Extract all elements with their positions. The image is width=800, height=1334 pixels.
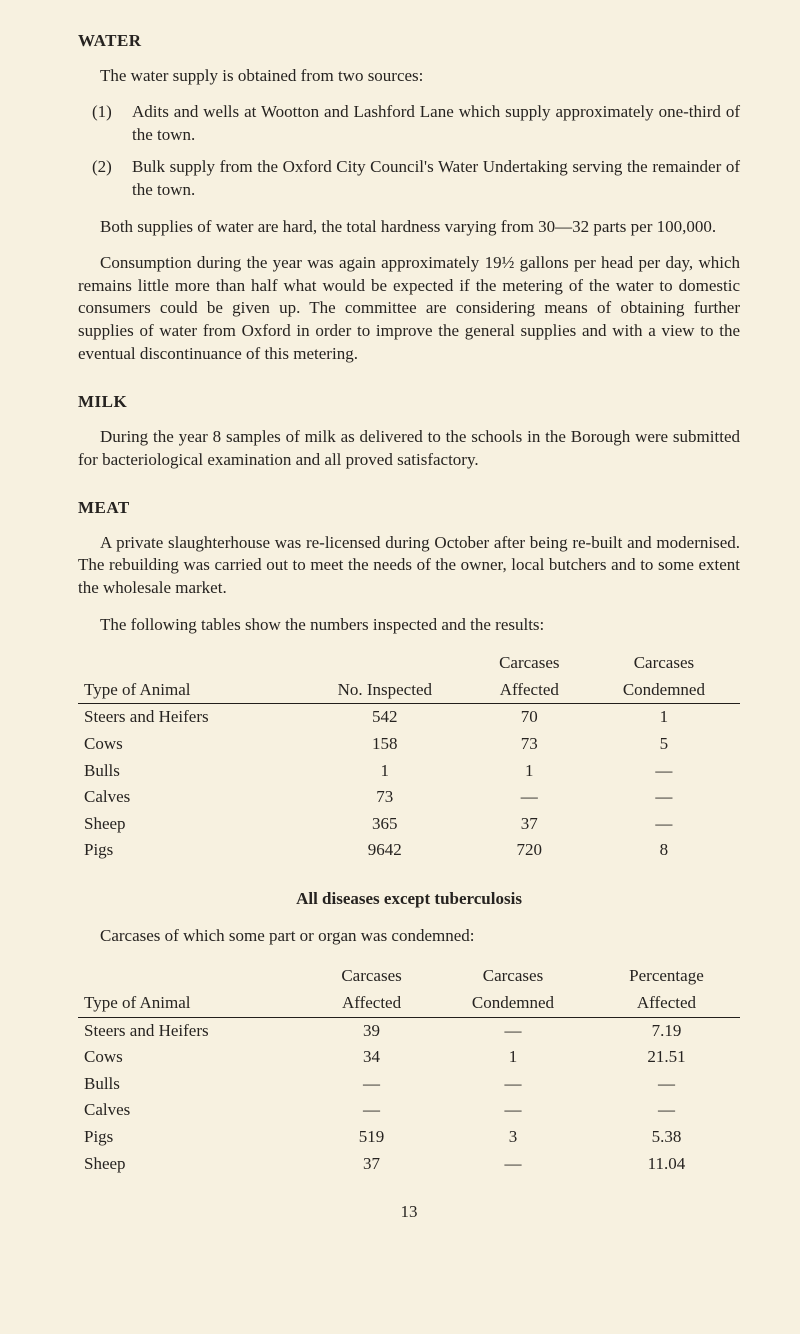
cell-condemned: — <box>433 1071 593 1098</box>
cell-type: Steers and Heifers <box>78 1017 310 1044</box>
col-header-condemned: Carcases <box>588 650 740 677</box>
cell-type: Cows <box>78 1044 310 1071</box>
cell-inspected: 73 <box>299 784 471 811</box>
meat-para1: A private slaughterhouse was re-licensed… <box>78 532 740 600</box>
cell-affected: 1 <box>471 758 588 785</box>
cell-percent: 5.38 <box>593 1124 740 1151</box>
cell-type: Calves <box>78 1097 310 1124</box>
col-header-affected: Affected <box>310 990 433 1017</box>
cell-affected: 34 <box>310 1044 433 1071</box>
cell-type: Pigs <box>78 837 299 864</box>
cell-condemned: — <box>433 1151 593 1178</box>
list-item: (2) Bulk supply from the Oxford City Cou… <box>78 156 740 201</box>
col-header-type <box>78 963 310 990</box>
water-para-hardness: Both supplies of water are hard, the tot… <box>78 216 740 239</box>
cell-type: Steers and Heifers <box>78 704 299 731</box>
cell-condemned: 5 <box>588 731 740 758</box>
table-row: Bulls 1 1 — <box>78 758 740 785</box>
list-item-text: Adits and wells at Wootton and Lashford … <box>132 101 740 146</box>
col-header-affected: Affected <box>471 677 588 704</box>
page-number: 13 <box>78 1201 740 1224</box>
col-header-affected: Carcases <box>310 963 433 990</box>
section-title-meat: MEAT <box>78 497 740 520</box>
cell-condemned: — <box>588 758 740 785</box>
col-header-condemned: Carcases <box>433 963 593 990</box>
table-row: Cows 34 1 21.51 <box>78 1044 740 1071</box>
cell-affected: 70 <box>471 704 588 731</box>
cell-inspected: 158 <box>299 731 471 758</box>
col-header-type: Type of Animal <box>78 677 299 704</box>
water-intro: The water supply is obtained from two so… <box>78 65 740 88</box>
col-header-percent: Percentage <box>593 963 740 990</box>
col-header-condemned: Condemned <box>588 677 740 704</box>
cell-percent: — <box>593 1071 740 1098</box>
cell-condemned: — <box>588 784 740 811</box>
cell-type: Bulls <box>78 758 299 785</box>
col-header-inspected <box>299 650 471 677</box>
table-row: Sheep 365 37 — <box>78 811 740 838</box>
cell-inspected: 9642 <box>299 837 471 864</box>
cell-affected: 519 <box>310 1124 433 1151</box>
cell-condemned: — <box>433 1097 593 1124</box>
cell-condemned: 8 <box>588 837 740 864</box>
cell-condemned: 1 <box>588 704 740 731</box>
section-title-water: WATER <box>78 30 740 53</box>
section-title-milk: MILK <box>78 391 740 414</box>
table-row: Sheep 37 — 11.04 <box>78 1151 740 1178</box>
table-row: Bulls — — — <box>78 1071 740 1098</box>
cell-affected: — <box>310 1097 433 1124</box>
milk-para: During the year 8 samples of milk as del… <box>78 426 740 471</box>
cell-inspected: 542 <box>299 704 471 731</box>
cell-percent: 11.04 <box>593 1151 740 1178</box>
col-header-type <box>78 650 299 677</box>
table-row: Pigs 9642 720 8 <box>78 837 740 864</box>
table-row: Pigs 519 3 5.38 <box>78 1124 740 1151</box>
cell-affected: — <box>471 784 588 811</box>
cell-condemned: — <box>433 1017 593 1044</box>
cell-affected: 37 <box>310 1151 433 1178</box>
list-item: (1) Adits and wells at Wootton and Lashf… <box>78 101 740 146</box>
cell-condemned: 1 <box>433 1044 593 1071</box>
cell-inspected: 1 <box>299 758 471 785</box>
cell-type: Sheep <box>78 811 299 838</box>
table-row: Steers and Heifers 542 70 1 <box>78 704 740 731</box>
cell-percent: 21.51 <box>593 1044 740 1071</box>
col-header-condemned: Condemned <box>433 990 593 1017</box>
col-header-inspected: No. Inspected <box>299 677 471 704</box>
condemned-intro: Carcases of which some part or organ was… <box>78 925 740 948</box>
col-header-percent: Affected <box>593 990 740 1017</box>
cell-type: Sheep <box>78 1151 310 1178</box>
water-para-consumption: Consumption during the year was again ap… <box>78 252 740 365</box>
table-row: Steers and Heifers 39 — 7.19 <box>78 1017 740 1044</box>
cell-inspected: 365 <box>299 811 471 838</box>
cell-affected: 73 <box>471 731 588 758</box>
cell-type: Bulls <box>78 1071 310 1098</box>
cell-affected: 39 <box>310 1017 433 1044</box>
table-row: Cows 158 73 5 <box>78 731 740 758</box>
cell-condemned: 3 <box>433 1124 593 1151</box>
cell-percent: 7.19 <box>593 1017 740 1044</box>
document-page: WATER The water supply is obtained from … <box>0 0 800 1254</box>
subheading-diseases: All diseases except tuberculosis <box>78 888 740 911</box>
water-source-list: (1) Adits and wells at Wootton and Lashf… <box>78 101 740 201</box>
cell-affected: 720 <box>471 837 588 864</box>
list-item-number: (2) <box>78 156 132 201</box>
table-row: Calves 73 — — <box>78 784 740 811</box>
col-header-type: Type of Animal <box>78 990 310 1017</box>
cell-type: Calves <box>78 784 299 811</box>
list-item-number: (1) <box>78 101 132 146</box>
meat-para2: The following tables show the numbers in… <box>78 614 740 637</box>
inspection-table: Carcases Carcases Type of Animal No. Ins… <box>78 650 740 864</box>
table-row: Calves — — — <box>78 1097 740 1124</box>
cell-type: Cows <box>78 731 299 758</box>
condemned-table: Carcases Carcases Percentage Type of Ani… <box>78 963 740 1177</box>
cell-type: Pigs <box>78 1124 310 1151</box>
col-header-affected: Carcases <box>471 650 588 677</box>
cell-condemned: — <box>588 811 740 838</box>
cell-percent: — <box>593 1097 740 1124</box>
list-item-text: Bulk supply from the Oxford City Council… <box>132 156 740 201</box>
cell-affected: 37 <box>471 811 588 838</box>
cell-affected: — <box>310 1071 433 1098</box>
